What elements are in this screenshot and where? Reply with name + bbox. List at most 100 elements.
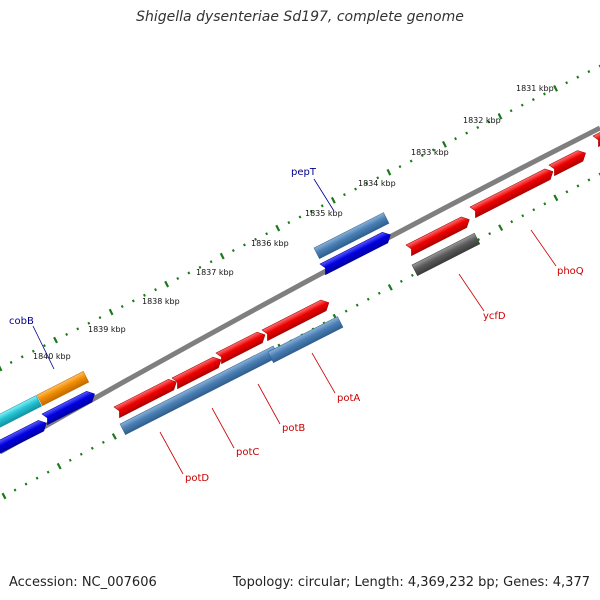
major-tick (108, 308, 114, 316)
gene-arrow[interactable] (592, 122, 600, 148)
leader-line-cobB (32, 325, 55, 370)
gene-arrow[interactable] (548, 148, 588, 177)
genome-summary: Topology: circular; Length: 4,369,232 bp… (232, 575, 590, 590)
gene-arrow-cobB[interactable] (36, 371, 90, 407)
major-tick (442, 140, 447, 148)
tick-label: 1837 kbp (196, 268, 234, 277)
major-tick (387, 283, 393, 291)
gene-label-potD[interactable]: potD (185, 473, 209, 484)
minor-tick (377, 291, 381, 295)
minor-tick (76, 327, 80, 331)
gene-arrow[interactable] (41, 389, 97, 426)
leader-lines (32, 178, 557, 475)
minor-tick (344, 309, 348, 313)
minor-tick (398, 165, 402, 169)
minor-tick (68, 458, 72, 462)
tick-label: 1833 kbp (411, 148, 449, 157)
leader-line-ycfD (458, 273, 485, 312)
major-tick (330, 196, 336, 204)
gene-label-pepT[interactable]: pepT (291, 167, 317, 178)
minor-tick (131, 299, 135, 303)
leader-line-potC (211, 407, 235, 449)
major-tick (56, 462, 62, 470)
minor-tick (43, 344, 46, 348)
major-tick (386, 168, 392, 176)
leader-line-potD (159, 431, 184, 475)
leader-line-potA (311, 352, 336, 394)
gene-arrow-phoQ[interactable] (469, 166, 556, 219)
minor-tick (31, 349, 35, 353)
minor-tick (465, 131, 469, 135)
tick-label: 1831 kbp (516, 84, 554, 93)
major-tick (53, 336, 58, 344)
gene-label-ycfD[interactable]: ycfD (483, 311, 506, 322)
gene-arrow-ycfD[interactable] (411, 232, 481, 277)
minor-tick (431, 148, 435, 152)
gene-label-cobB[interactable]: cobB (9, 316, 34, 327)
minor-tick (376, 176, 380, 180)
minor-tick (531, 98, 535, 102)
leader-line-pepT (313, 178, 335, 212)
minor-tick (20, 355, 24, 359)
gene-arrow[interactable] (405, 214, 472, 257)
gene-arrow-cyan[interactable] (0, 395, 42, 432)
gene-arrow-pepT[interactable] (313, 212, 390, 260)
gene-arrow[interactable] (119, 345, 280, 436)
tick-label: 1836 kbp (251, 239, 289, 248)
minor-tick (576, 75, 580, 79)
leader-line-potB (257, 383, 281, 425)
tick-labels: 1831 kbp 1832 kbp 1833 kbp 1834 kbp 1835… (33, 84, 554, 361)
minor-tick (98, 316, 102, 320)
outer-tick-ring (0, 64, 600, 372)
gene-label-potB[interactable]: potB (282, 423, 305, 434)
gene-arrow[interactable] (113, 377, 179, 419)
minor-tick (101, 440, 105, 444)
minor-tick (254, 237, 257, 241)
leader-line-phoQ (530, 229, 557, 267)
minor-tick (120, 304, 124, 309)
major-tick (111, 433, 117, 440)
tick-label: 1838 kbp (142, 297, 180, 306)
minor-tick (87, 321, 91, 325)
gene-arrow-potA[interactable] (261, 297, 332, 342)
tick-label: 1834 kbp (358, 179, 396, 188)
minor-tick (35, 476, 39, 480)
gene-arrow[interactable] (215, 329, 268, 365)
gene-label-potA[interactable]: potA (337, 393, 360, 404)
major-tick (219, 252, 225, 260)
minor-tick (477, 238, 481, 242)
gene-arrow[interactable] (171, 354, 224, 390)
minor-tick (287, 221, 291, 225)
minor-tick (231, 249, 235, 253)
minor-tick (154, 288, 157, 292)
accession-label: Accession: NC_007606 (9, 575, 157, 590)
major-tick (553, 85, 558, 92)
gene-label-potC[interactable]: potC (236, 447, 259, 458)
minor-tick (24, 482, 28, 486)
major-tick (275, 224, 281, 232)
minor-tick (79, 452, 83, 456)
minor-tick (532, 208, 536, 212)
gene-arrow[interactable] (267, 316, 344, 364)
tick-label: 1840 kbp (33, 352, 71, 361)
major-tick (497, 113, 503, 120)
minor-tick (209, 260, 213, 264)
gene-labels: pepT cobB phoQ ycfD potA potB potC potD (9, 167, 584, 484)
minor-tick (576, 184, 580, 188)
minor-tick (90, 446, 94, 450)
minor-tick (587, 178, 591, 182)
minor-tick (298, 215, 302, 219)
major-tick (498, 224, 504, 232)
minor-tick (243, 243, 246, 247)
gene-label-phoQ[interactable]: phoQ (557, 266, 584, 277)
minor-tick (565, 81, 569, 85)
tick-label: 1832 kbp (463, 116, 501, 125)
gene-arrow[interactable] (319, 229, 393, 276)
major-tick (164, 280, 170, 288)
gene-arrow[interactable] (0, 418, 49, 456)
minor-tick (488, 232, 492, 236)
major-tick (0, 365, 3, 372)
minor-tick (65, 332, 69, 336)
